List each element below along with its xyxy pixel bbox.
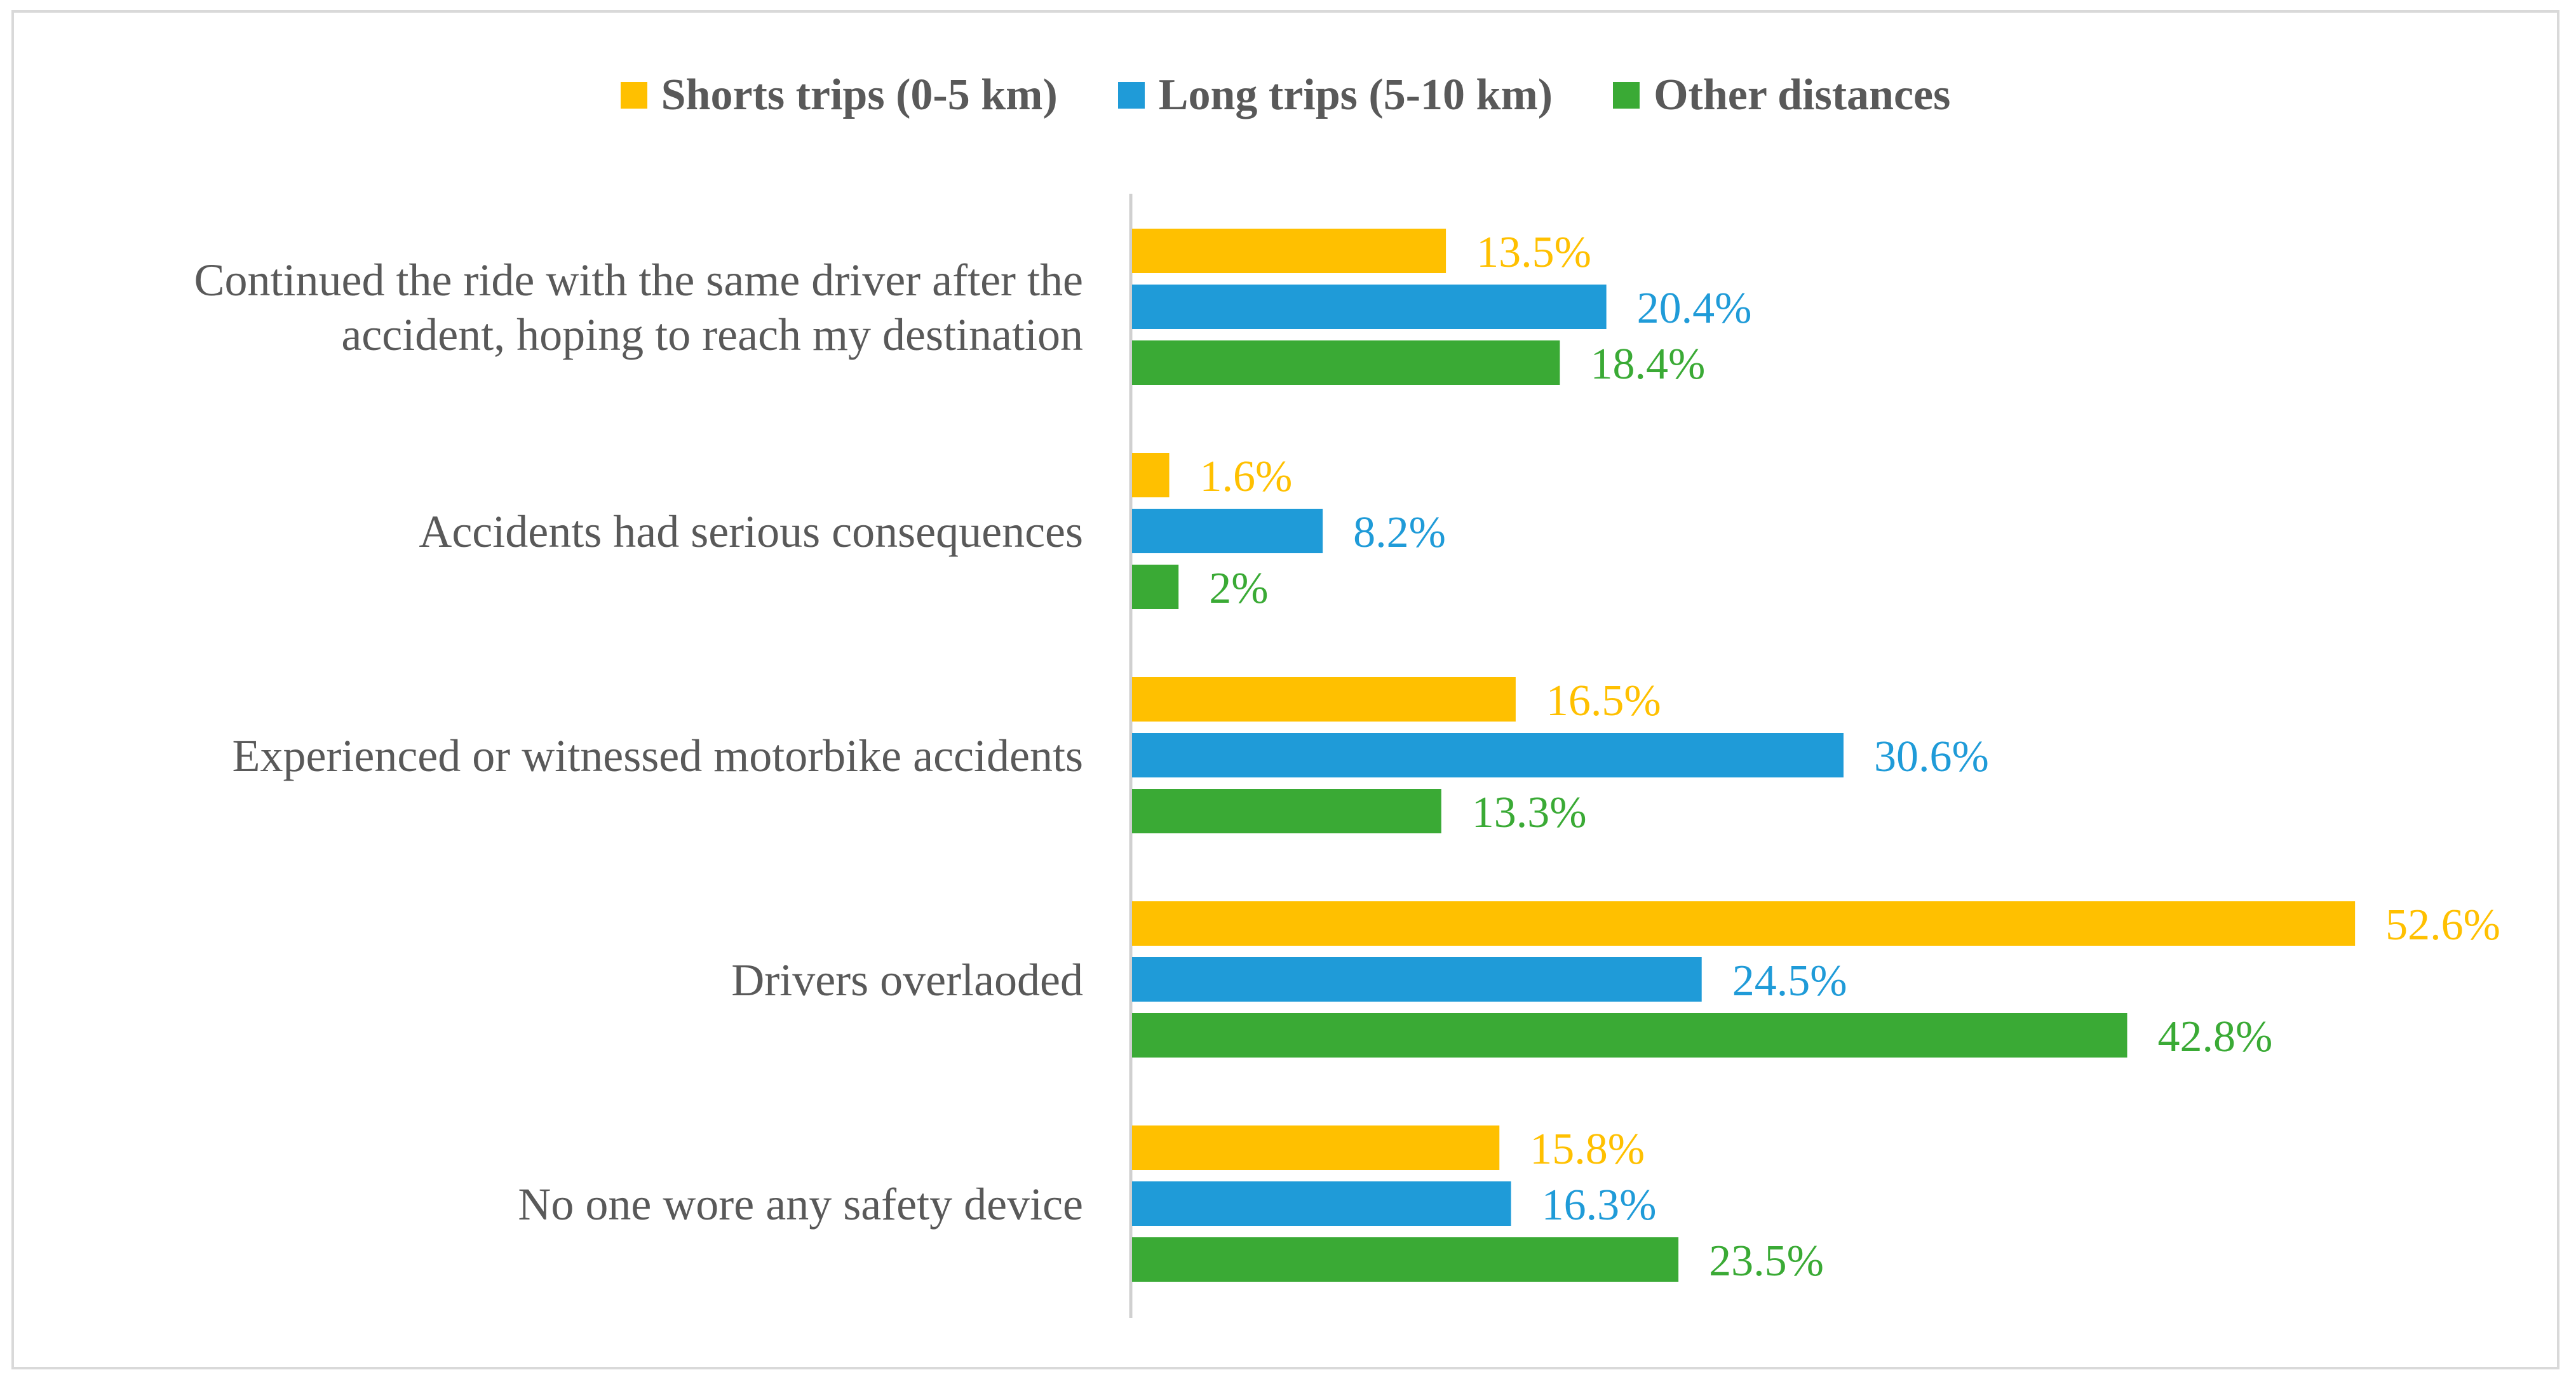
bar-short-trips bbox=[1132, 229, 1446, 273]
data-label-long-trips: 20.4% bbox=[1637, 284, 1752, 333]
bar-long-trips bbox=[1132, 733, 1844, 777]
bar-long-trips bbox=[1132, 957, 1702, 1002]
legend-item-other-distances: Other distances bbox=[1613, 70, 1950, 121]
category-label-line: Experienced or witnessed motorbike accid… bbox=[232, 730, 1083, 781]
bar-long-trips bbox=[1132, 1181, 1511, 1226]
legend-swatch-long-trips bbox=[1117, 82, 1145, 109]
legend-item-short-trips: Shorts trips (0-5 km) bbox=[620, 70, 1058, 121]
bar-other-distances bbox=[1132, 565, 1179, 609]
bar-short-trips bbox=[1132, 453, 1170, 497]
bar-long-trips bbox=[1132, 509, 1323, 553]
legend-item-long-trips: Long trips (5-10 km) bbox=[1117, 70, 1553, 121]
category-label: Continued the ride with the same driver … bbox=[194, 255, 1083, 360]
legend-swatch-other-distances bbox=[1613, 82, 1640, 109]
data-label-short-trips: 1.6% bbox=[1200, 452, 1293, 501]
bar-other-distances bbox=[1132, 789, 1441, 833]
bar-other-distances bbox=[1132, 1013, 2128, 1058]
category-label: Drivers overlaoded bbox=[731, 955, 1083, 1005]
category-label: No one wore any safety device bbox=[518, 1179, 1083, 1230]
data-label-long-trips: 16.3% bbox=[1542, 1181, 1657, 1230]
data-label-short-trips: 15.8% bbox=[1530, 1125, 1645, 1174]
data-label-other-distances: 18.4% bbox=[1590, 340, 1705, 389]
category-label: Accidents had serious consequences bbox=[419, 506, 1083, 557]
bar-short-trips bbox=[1132, 677, 1516, 722]
category-label-line: Continued the ride with the same driver … bbox=[194, 255, 1083, 306]
data-label-other-distances: 2% bbox=[1209, 564, 1268, 613]
category-label: Experienced or witnessed motorbike accid… bbox=[232, 730, 1083, 781]
data-label-short-trips: 13.5% bbox=[1476, 228, 1591, 277]
category-label-line: No one wore any safety device bbox=[518, 1179, 1083, 1230]
data-label-short-trips: 52.6% bbox=[2385, 901, 2500, 950]
bar-other-distances bbox=[1132, 340, 1560, 385]
data-label-other-distances: 23.5% bbox=[1709, 1237, 1824, 1286]
legend-label-other-distances: Other distances bbox=[1654, 71, 1951, 119]
bar-short-trips bbox=[1132, 1125, 1500, 1170]
data-label-long-trips: 30.6% bbox=[1874, 732, 1989, 781]
bar-long-trips bbox=[1132, 285, 1607, 329]
data-label-other-distances: 42.8% bbox=[2157, 1012, 2272, 1061]
bar-other-distances bbox=[1132, 1237, 1679, 1282]
legend-label-long-trips: Long trips (5-10 km) bbox=[1158, 71, 1553, 119]
data-label-short-trips: 16.5% bbox=[1546, 676, 1661, 725]
category-label-line: Accidents had serious consequences bbox=[419, 506, 1083, 557]
bar-short-trips bbox=[1132, 901, 2356, 946]
category-label-line: Drivers overlaoded bbox=[731, 955, 1083, 1005]
data-label-long-trips: 8.2% bbox=[1353, 508, 1446, 557]
legend-label-short-trips: Shorts trips (0-5 km) bbox=[661, 71, 1058, 119]
data-label-other-distances: 13.3% bbox=[1472, 788, 1587, 837]
category-label-line: accident, hoping to reach my destination bbox=[341, 309, 1083, 360]
legend: Shorts trips (0-5 km) Long trips (5-10 k… bbox=[14, 70, 2557, 121]
data-label-long-trips: 24.5% bbox=[1732, 957, 1847, 1005]
legend-swatch-short-trips bbox=[620, 82, 647, 109]
